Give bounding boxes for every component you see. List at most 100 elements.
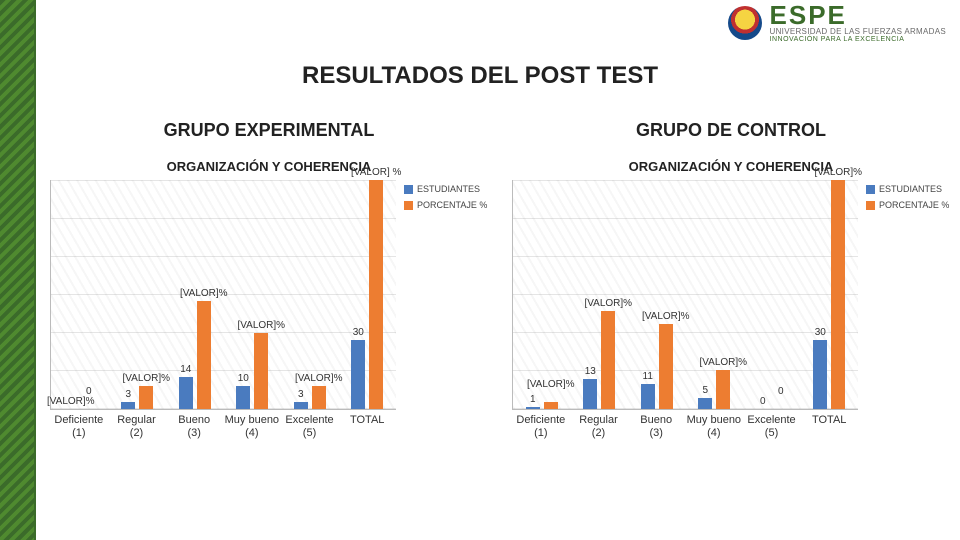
right-category: 1 [VALOR]% bbox=[513, 180, 571, 409]
legend-item-percent: PORCENTAJE % bbox=[404, 200, 488, 210]
bar-percent-label: [VALOR]% bbox=[814, 168, 862, 180]
left-category: 10 [VALOR]% bbox=[224, 180, 282, 409]
bar-percent: [VALOR]% bbox=[831, 180, 845, 409]
right-legend: ESTUDIANTES PORCENTAJE % bbox=[858, 180, 950, 410]
bar-students: 11 bbox=[641, 384, 655, 409]
left-category: 30 [VALOR] % bbox=[339, 180, 397, 409]
legend-label: PORCENTAJE % bbox=[879, 200, 949, 210]
bar-students: 13 bbox=[583, 379, 597, 409]
left-chart-title: ORGANIZACIÓN Y COHERENCIA bbox=[167, 159, 372, 174]
left-category: [VALOR]%0 bbox=[51, 180, 109, 409]
x-category-label: Regular(2) bbox=[570, 410, 628, 439]
bar-percent-label: 0 bbox=[86, 386, 92, 397]
left-x-labels: Deficiente(1)Regular(2)Bueno(3)Muy bueno… bbox=[50, 410, 396, 439]
right-group-title: GRUPO DE CONTROL bbox=[636, 120, 826, 141]
bar-percent: [VALOR]% bbox=[659, 324, 673, 409]
bar-students: 10 bbox=[236, 386, 250, 409]
bar-students-label: 13 bbox=[585, 367, 596, 379]
bar-percent-label: [VALOR]% bbox=[527, 379, 575, 390]
right-category: 5 [VALOR]% bbox=[686, 180, 744, 409]
bar-students: 5 bbox=[698, 398, 712, 409]
x-category-label: Excelente(5) bbox=[281, 410, 339, 439]
legend-swatch-icon bbox=[866, 185, 875, 194]
slide: ESPE UNIVERSIDAD DE LAS FUERZAS ARMADAS … bbox=[0, 0, 960, 540]
right-category: 00 bbox=[743, 180, 801, 409]
bar-percent: [VALOR] % bbox=[369, 180, 383, 409]
right-category: 13 [VALOR]% bbox=[571, 180, 629, 409]
bar-percent-label: [VALOR]% bbox=[584, 299, 632, 311]
x-category-label: Bueno(3) bbox=[165, 410, 223, 439]
legend-swatch-icon bbox=[404, 201, 413, 210]
left-category: 14 [VALOR]% bbox=[166, 180, 224, 409]
bar-students-label: 14 bbox=[180, 365, 191, 377]
bar-students: 30 bbox=[813, 340, 827, 409]
x-category-label: Excelente(5) bbox=[743, 410, 801, 439]
crest-icon bbox=[728, 6, 762, 40]
bar-percent-label: [VALOR]% bbox=[237, 321, 285, 333]
left-plot-area: [VALOR]%03[VALOR]%14[VALOR]%10[VALOR]%3[… bbox=[50, 180, 396, 410]
bar-students-label: 0 bbox=[760, 397, 766, 409]
bar-students-label: 3 bbox=[125, 390, 131, 402]
x-category-label: TOTAL bbox=[338, 410, 396, 439]
bar-percent-label: [VALOR]% bbox=[180, 289, 228, 301]
right-bars: 1[VALOR]%13[VALOR]%11[VALOR]%5[VALOR]%00… bbox=[513, 180, 858, 409]
bar-percent: [VALOR]% bbox=[197, 301, 211, 409]
bar-percent: [VALOR]% bbox=[601, 311, 615, 409]
chart-left: GRUPO EXPERIMENTAL ORGANIZACIÓN Y COHEREN… bbox=[50, 120, 488, 520]
bar-percent-label: [VALOR]% bbox=[295, 374, 343, 386]
bar-students: 3 bbox=[121, 402, 135, 409]
bar-percent-label: [VALOR]% bbox=[642, 312, 690, 324]
bar-percent-label: [VALOR]% bbox=[122, 374, 170, 386]
x-category-label: Bueno(3) bbox=[627, 410, 685, 439]
bar-students-label: 10 bbox=[238, 374, 249, 386]
bar-students: 30 bbox=[351, 340, 365, 409]
left-bars: [VALOR]%03[VALOR]%14[VALOR]%10[VALOR]%3[… bbox=[51, 180, 396, 409]
right-x-labels: Deficiente(1)Regular(2)Bueno(3)Muy bueno… bbox=[512, 410, 858, 439]
bar-percent-label: 0 bbox=[778, 386, 784, 397]
x-category-label: Muy bueno(4) bbox=[685, 410, 743, 439]
brand-name: ESPE bbox=[770, 4, 946, 27]
right-plot: 1[VALOR]%13[VALOR]%11[VALOR]%5[VALOR]%00… bbox=[512, 180, 950, 410]
bar-students-label: 1 bbox=[530, 395, 536, 407]
x-category-label: Deficiente(1) bbox=[50, 410, 108, 439]
legend-item-students: ESTUDIANTES bbox=[404, 184, 488, 194]
logo-block: ESPE UNIVERSIDAD DE LAS FUERZAS ARMADAS … bbox=[728, 4, 946, 43]
right-plot-area: 1[VALOR]%13[VALOR]%11[VALOR]%5[VALOR]%00… bbox=[512, 180, 858, 410]
brand-subtitle: UNIVERSIDAD DE LAS FUERZAS ARMADAS bbox=[770, 27, 946, 36]
right-chart-title: ORGANIZACIÓN Y COHERENCIA bbox=[629, 159, 834, 174]
x-category-label: Regular(2) bbox=[108, 410, 166, 439]
bar-students: 14 bbox=[179, 377, 193, 409]
legend-swatch-icon bbox=[866, 201, 875, 210]
right-category: 30 [VALOR]% bbox=[801, 180, 859, 409]
decor-stripe bbox=[0, 0, 36, 540]
left-x-axis: Deficiente(1)Regular(2)Bueno(3)Muy bueno… bbox=[50, 410, 488, 439]
bar-students: 1 bbox=[526, 407, 540, 409]
bar-percent: [VALOR]% bbox=[544, 402, 558, 409]
bar-percent: [VALOR]% bbox=[139, 386, 153, 409]
bar-percent-label: [VALOR] % bbox=[351, 168, 401, 180]
bar-students-label: [VALOR]% bbox=[47, 397, 95, 409]
left-category: 3[VALOR]% bbox=[281, 180, 339, 409]
bar-percent-label: [VALOR]% bbox=[699, 358, 747, 370]
bar-students-label: 30 bbox=[815, 328, 826, 340]
page-title: RESULTADOS DEL POST TEST bbox=[302, 62, 658, 90]
legend-label: PORCENTAJE % bbox=[417, 200, 487, 210]
legend-label: ESTUDIANTES bbox=[879, 184, 942, 194]
left-plot: [VALOR]%03[VALOR]%14[VALOR]%10[VALOR]%3[… bbox=[50, 180, 488, 410]
legend-item-students: ESTUDIANTES bbox=[866, 184, 950, 194]
x-category-label: TOTAL bbox=[800, 410, 858, 439]
left-category: 3 [VALOR]% bbox=[109, 180, 167, 409]
legend-label: ESTUDIANTES bbox=[417, 184, 480, 194]
x-category-label: Deficiente(1) bbox=[512, 410, 570, 439]
left-group-title: GRUPO EXPERIMENTAL bbox=[164, 120, 375, 141]
bar-students-label: 3 bbox=[298, 390, 304, 402]
bar-percent: [VALOR]% bbox=[716, 370, 730, 409]
bar-percent: [VALOR]% bbox=[254, 333, 268, 409]
x-category-label: Muy bueno(4) bbox=[223, 410, 281, 439]
right-x-axis: Deficiente(1)Regular(2)Bueno(3)Muy bueno… bbox=[512, 410, 950, 439]
bar-students-label: 5 bbox=[702, 386, 708, 398]
brand-text: ESPE UNIVERSIDAD DE LAS FUERZAS ARMADAS … bbox=[770, 4, 946, 43]
chart-row: GRUPO EXPERIMENTAL ORGANIZACIÓN Y COHEREN… bbox=[50, 120, 950, 520]
bar-students-label: 11 bbox=[643, 372, 653, 384]
legend-item-percent: PORCENTAJE % bbox=[866, 200, 950, 210]
